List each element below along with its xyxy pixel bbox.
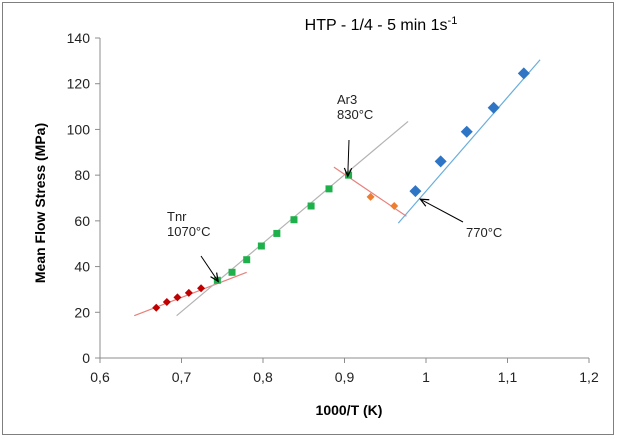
trendline-3: [333, 166, 407, 217]
y-tick-label: 80: [74, 167, 90, 183]
tick-labels: 0,6 0,7 0,8 0,9 1 1,1 1,2 0 20 40 60 80 100 120 140: [67, 30, 599, 385]
annotation-arrowhead: [343, 167, 353, 178]
data-point: [487, 101, 500, 114]
annotation-arrow: [347, 139, 350, 177]
data-point: [290, 216, 298, 224]
y-tick-label: 0: [82, 350, 90, 366]
x-tick-label: 1: [422, 369, 430, 385]
axes: [95, 37, 590, 363]
annotation-arrow: [420, 198, 464, 223]
data-point: [325, 185, 333, 193]
chart-title: HTP - 1/4 - 5 min 1s-1: [305, 15, 458, 34]
data-point: [517, 67, 530, 80]
data-point: [162, 298, 171, 306]
annotation-label: 830°C: [337, 107, 373, 122]
x-tick-label: 0,7: [172, 369, 192, 385]
x-axis-label: 1000/T (K): [316, 402, 383, 418]
annotation-label: 1070°C: [167, 224, 211, 239]
data-point: [228, 268, 236, 276]
y-tick-label: 120: [67, 76, 91, 92]
y-tick-label: 140: [67, 30, 91, 46]
data-point: [257, 242, 265, 250]
data-point: [184, 288, 193, 297]
data-point: [434, 155, 447, 168]
x-tick-label: 0,6: [90, 369, 110, 385]
data-point: [409, 185, 422, 198]
y-tick-label: 100: [67, 121, 91, 137]
chart-frame: 0,6 0,7 0,8 0,9 1 1,1 1,2 0 20 40 60 80 100 120 140 Tn…: [2, 2, 614, 435]
data-point: [307, 202, 315, 210]
x-tick-label: 1,1: [498, 369, 518, 385]
y-tick-label: 20: [74, 304, 90, 320]
y-tick-label: 60: [74, 213, 90, 229]
data-point: [460, 125, 473, 138]
annotation-label: Tnr: [167, 209, 187, 224]
y-axis-label: Mean Flow Stress (MPa): [32, 123, 48, 283]
trendline-4: [397, 59, 541, 224]
annotation-arrowhead: [210, 272, 219, 283]
annotation-arrow: [200, 255, 219, 282]
data-point: [273, 229, 281, 237]
annotation-label: Ar3: [337, 92, 357, 107]
data-point: [152, 303, 161, 312]
annotation-arrowhead: [418, 198, 430, 207]
x-tick-label: 1,2: [579, 369, 599, 385]
chart-title-text: HTP - 1/4 - 5 min 1s: [305, 17, 448, 34]
annotation-label: 770°C: [466, 225, 502, 240]
data-point: [173, 293, 182, 302]
data-point: [243, 256, 251, 264]
x-tick-label: 0,8: [253, 369, 273, 385]
data-points: [152, 67, 530, 312]
chart-svg: 0,6 0,7 0,8 0,9 1 1,1 1,2 0 20 40 60 80 100 120 140 Tn…: [32, 15, 599, 418]
x-tick-label: 0,9: [335, 369, 355, 385]
y-tick-label: 40: [74, 259, 90, 275]
data-point: [366, 192, 375, 201]
data-point: [390, 202, 399, 210]
chart-title-superscript: -1: [448, 15, 458, 27]
data-point: [197, 284, 206, 293]
